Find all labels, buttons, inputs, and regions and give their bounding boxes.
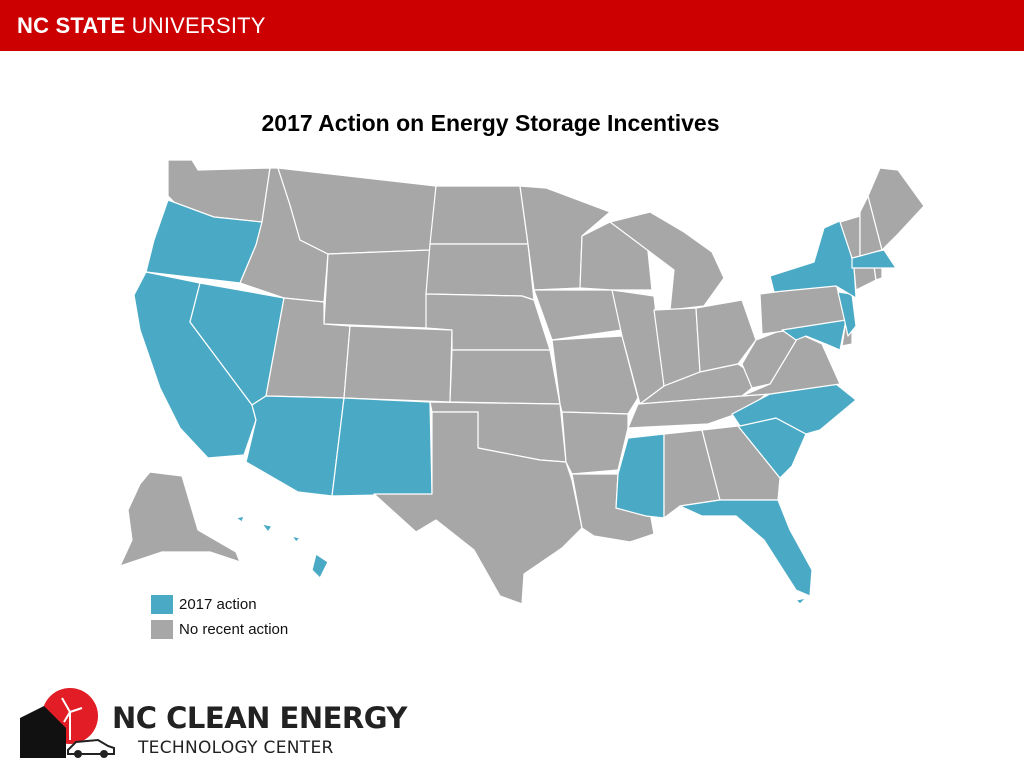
- header-banner: NC STATE UNIVERSITY: [0, 0, 1024, 51]
- state-connecticut: [853, 265, 877, 291]
- state-florida: [679, 499, 813, 605]
- logo-title: NC CLEAN ENERGY: [112, 701, 407, 735]
- university-wordmark: NC STATE UNIVERSITY: [17, 13, 266, 38]
- map-title: 2017 Action on Energy Storage Incentives: [261, 110, 720, 136]
- state-texas: [373, 411, 583, 605]
- state-colorado: [343, 325, 453, 403]
- state-arkansas: [561, 411, 629, 475]
- state-georgia: [701, 425, 781, 501]
- legend-item-action: 2017 action: [151, 592, 288, 617]
- state-arizona: [245, 395, 345, 497]
- state-maine: [867, 167, 925, 251]
- state-south-dakota: [425, 243, 535, 301]
- legend-label-no-action: No recent action: [179, 621, 289, 638]
- state-kansas: [449, 349, 561, 405]
- legend-swatch-action: [151, 595, 173, 614]
- state-hawaii: [235, 515, 329, 579]
- state-new-mexico: [331, 397, 433, 497]
- state-north-dakota: [429, 185, 529, 245]
- house-icon: [20, 706, 66, 758]
- state-wyoming: [323, 249, 431, 329]
- map-legend: 2017 action No recent action: [151, 592, 288, 642]
- nc-clean-energy-logo: [20, 688, 115, 758]
- logo-subtitle: TECHNOLOGY CENTER: [138, 738, 334, 758]
- state-michigan: [609, 211, 725, 311]
- legend-swatch-no-action: [151, 620, 173, 639]
- state-ohio: [695, 299, 757, 373]
- wind-turbine-icon: [61, 697, 83, 740]
- legend-label-action: 2017 action: [179, 596, 257, 613]
- legend-item-no-action: No recent action: [151, 617, 288, 642]
- state-montana: [277, 167, 437, 255]
- state-alaska: [119, 471, 241, 567]
- state-iowa: [533, 289, 623, 341]
